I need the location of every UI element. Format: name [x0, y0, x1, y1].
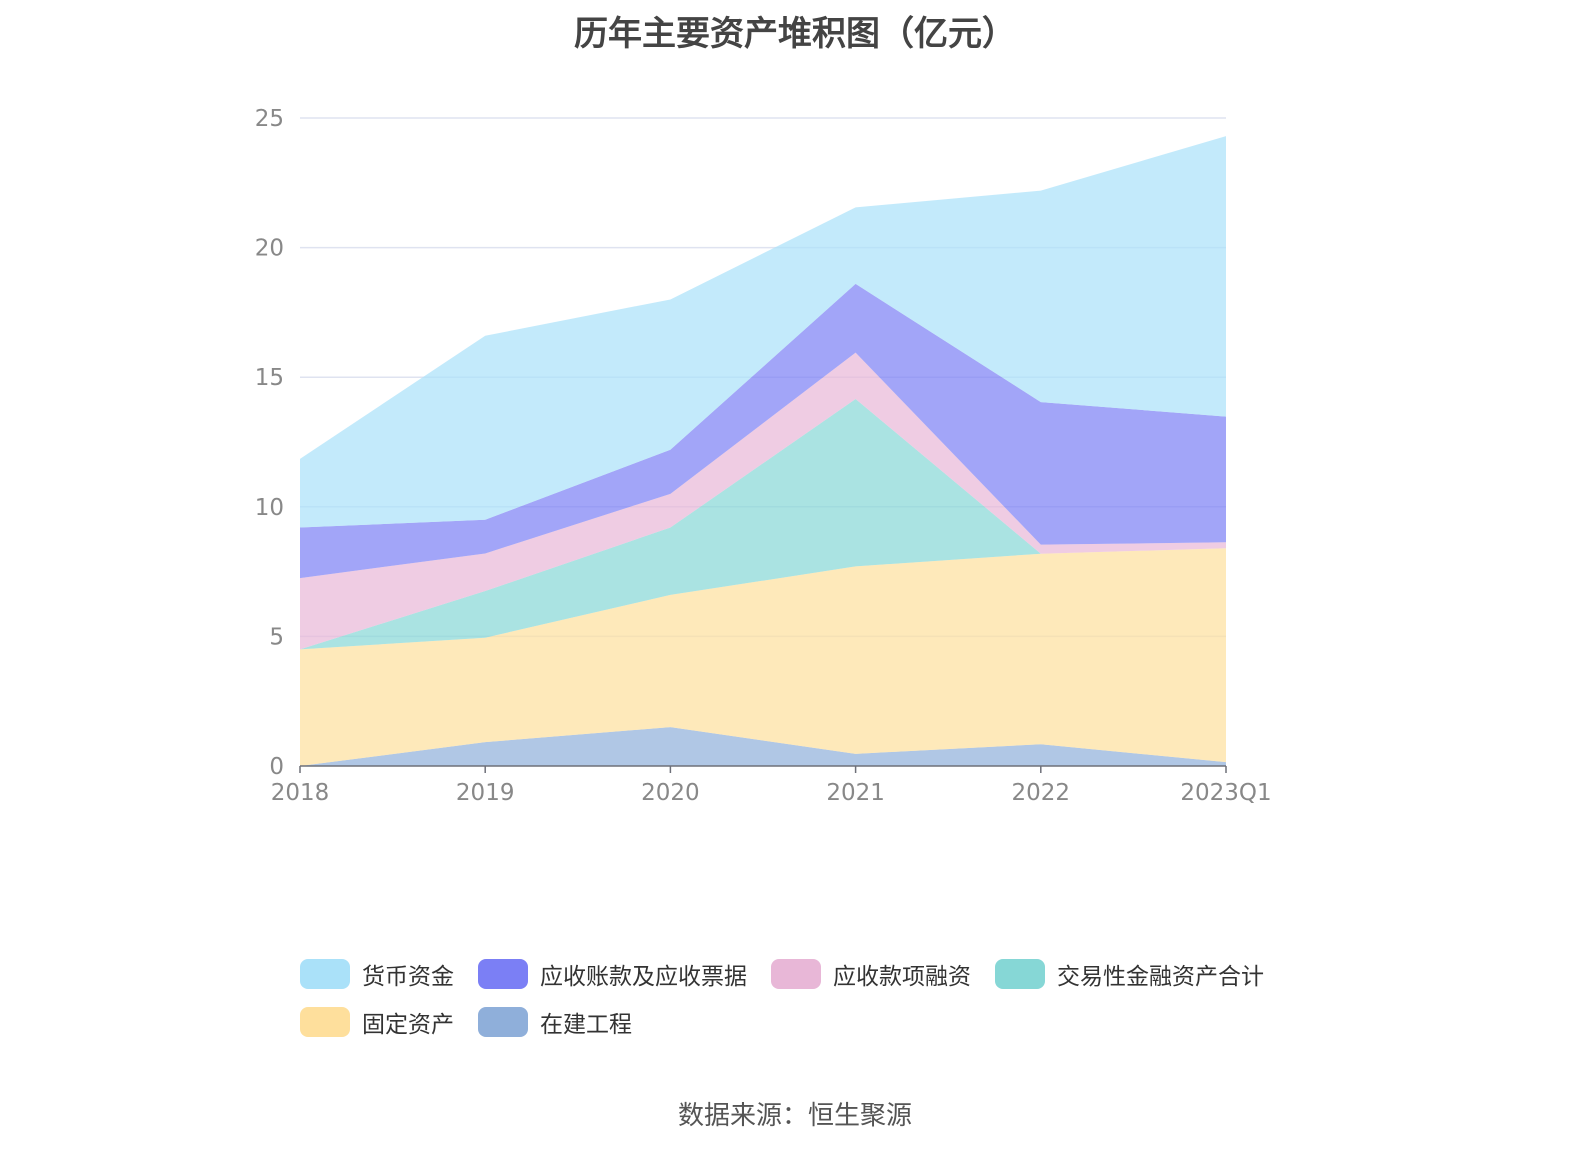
- y-tick-label: 10: [255, 495, 284, 521]
- chart-title: 历年主要资产堆积图（亿元）: [574, 14, 1016, 54]
- legend-item-receivables-financing[interactable]: 应收款项融资: [771, 957, 971, 991]
- legend-item-cash[interactable]: 货币资金: [300, 957, 454, 991]
- legend-label-receivables: 应收账款及应收票据: [540, 964, 747, 990]
- axes: 0 5 10 15 20 25 2018 2019 2020 2021 2022 2023Q1: [255, 106, 1272, 806]
- area-series-4: [300, 283, 1226, 579]
- area-series-0: [300, 727, 1226, 766]
- x-tick-label: 2021: [826, 780, 885, 806]
- x-tick-label: 2022: [1012, 780, 1071, 806]
- x-tick-label: 2023Q1: [1180, 780, 1271, 806]
- x-tick-label: 2020: [641, 780, 700, 806]
- x-tick-label: 2018: [271, 780, 330, 806]
- y-tick-label: 5: [269, 624, 284, 650]
- y-tick-label: 20: [255, 236, 284, 262]
- legend-swatch-receivables: [478, 959, 528, 989]
- legend-row-2: 固定资产 在建工程: [300, 998, 1300, 1046]
- y-tick-label: 25: [255, 106, 284, 132]
- area-series-3: [300, 352, 1226, 650]
- series-areas: [300, 136, 1226, 766]
- legend-item-trading-assets[interactable]: 交易性金融资产合计: [995, 957, 1264, 991]
- legend-item-receivables[interactable]: 应收账款及应收票据: [478, 957, 747, 991]
- legend-label-fixed-assets: 固定资产: [362, 1012, 454, 1038]
- stacked-area-chart: 0 5 10 15 20 25 2018 2019 2020 2021 2022 2023Q1: [255, 106, 1272, 806]
- x-tick-label: 2019: [456, 780, 515, 806]
- legend-swatch-construction: [478, 1007, 528, 1037]
- area-series-5: [300, 136, 1226, 528]
- legend-row-1: 货币资金 应收账款及应收票据 应收款项融资 交易性金融资产合计: [300, 950, 1300, 998]
- legend-item-fixed-assets[interactable]: 固定资产: [300, 1005, 454, 1039]
- legend-swatch-receivables-financing: [771, 959, 821, 989]
- legend-swatch-cash: [300, 959, 350, 989]
- area-series-2: [300, 398, 1226, 650]
- legend: 货币资金 应收账款及应收票据 应收款项融资 交易性金融资产合计 固定资产 在建工…: [300, 950, 1300, 1046]
- legend-item-construction[interactable]: 在建工程: [478, 1005, 632, 1039]
- legend-label-receivables-financing: 应收款项融资: [833, 964, 971, 990]
- y-tick-label: 0: [269, 754, 284, 780]
- legend-swatch-trading-assets: [995, 959, 1045, 989]
- data-source: 数据来源：恒生聚源: [677, 1101, 912, 1131]
- area-series-1: [300, 548, 1226, 766]
- legend-label-cash: 货币资金: [362, 964, 454, 990]
- legend-swatch-fixed-assets: [300, 1007, 350, 1037]
- legend-label-construction: 在建工程: [540, 1012, 632, 1038]
- y-tick-label: 15: [255, 365, 284, 391]
- legend-label-trading-assets: 交易性金融资产合计: [1057, 964, 1264, 990]
